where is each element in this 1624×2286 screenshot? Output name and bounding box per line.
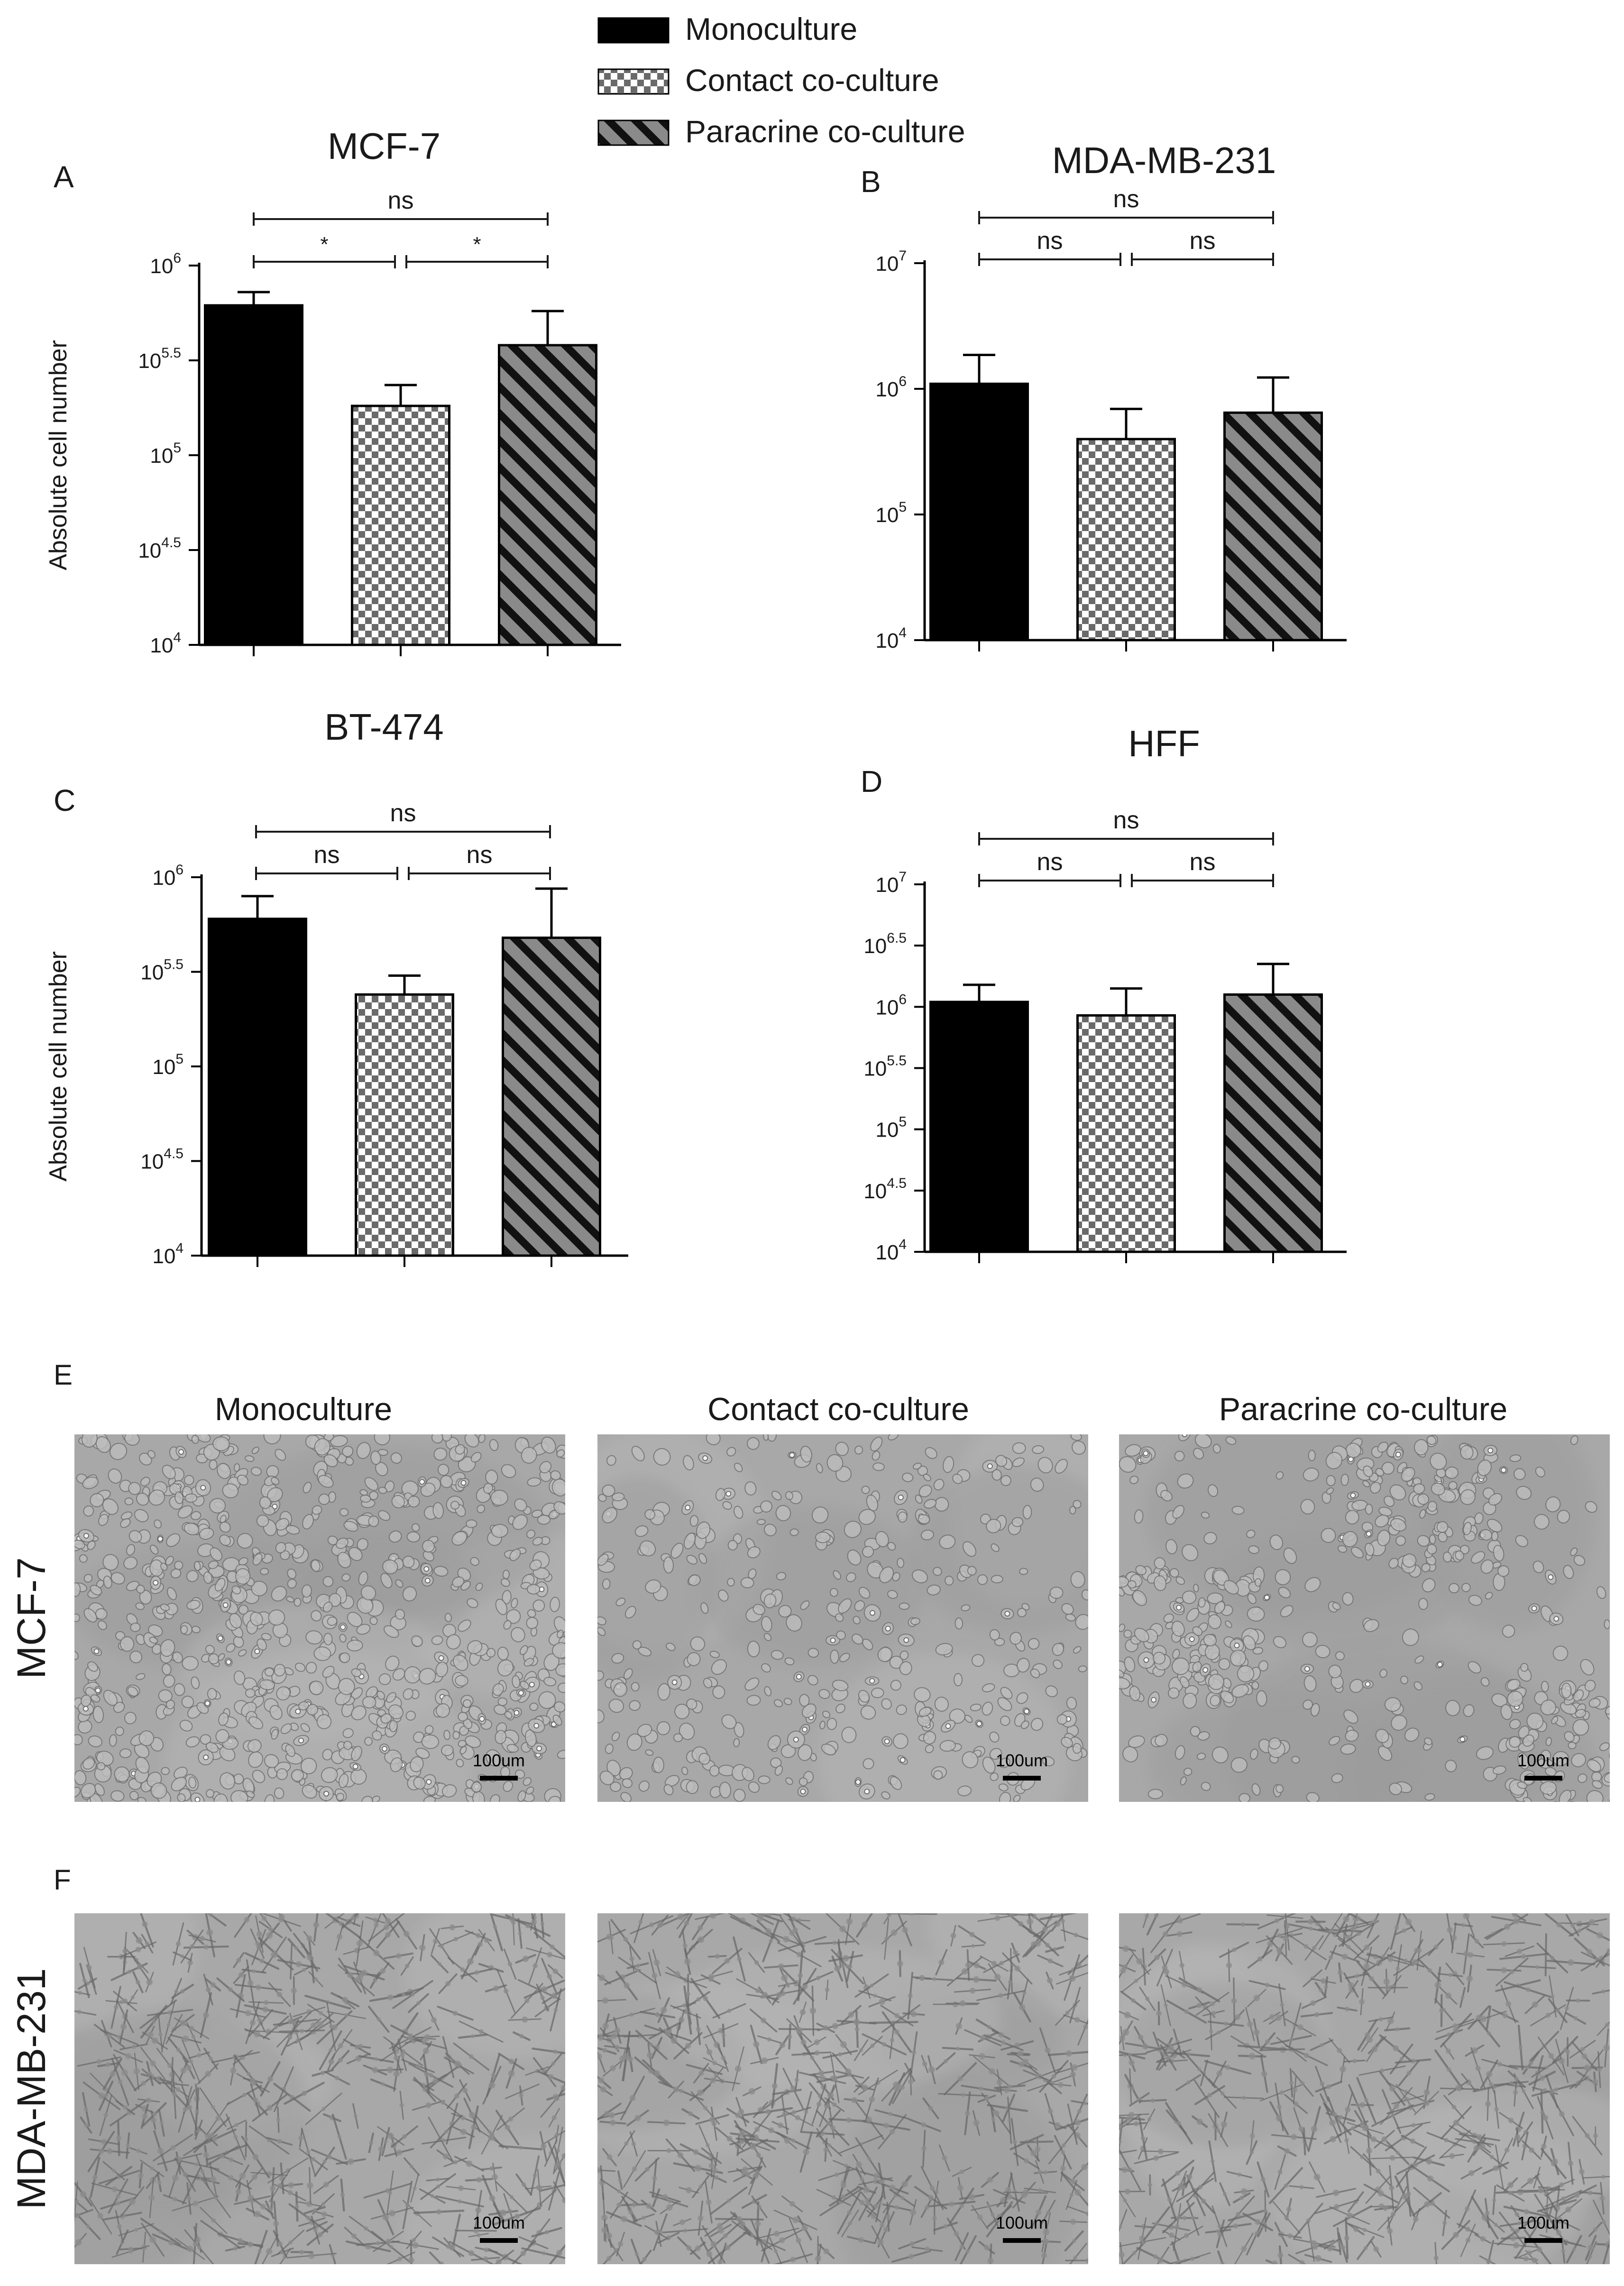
column-header-paracrine-co-culture: Paracrine co-culture [1219,1391,1507,1427]
y-tick-label: 105.5 [863,1053,907,1081]
significance-label: * [473,233,481,256]
y-tick-label: 104.5 [140,1146,184,1174]
scale-bar-label: 100um [996,1751,1048,1770]
y-tick-label: 105 [150,440,181,468]
y-tick-label: 105.5 [138,345,181,373]
panel-letter-d: D [861,764,882,799]
significance-label: * [320,233,328,256]
bar-paracrine-co-culture [1223,411,1323,642]
bar-monoculture [929,382,1029,642]
legend-label-monoculture: Monoculture [685,11,857,46]
scale-bar-label: 100um [473,2213,525,2232]
significance-label: ns [1113,807,1139,834]
chart-title-mcf-7: MCF-7 [328,125,440,167]
y-tick-label: 105.5 [140,957,184,984]
scale-bar [1524,2238,1562,2243]
micrograph-mda-mb-231-paracrine-co-culture: 100um [1119,1913,1610,2264]
bar-monoculture [208,918,307,1257]
y-axis-label: Absolute cell number [45,340,72,570]
significance-label: ns [390,799,416,827]
panel-letter-b: B [861,165,881,199]
micrograph-mcf-7-paracrine-co-culture: 100um [1119,1434,1610,1802]
chart-title-mda-mb-231: MDA-MB-231 [1052,139,1276,181]
column-header-monoculture: Monoculture [215,1391,392,1427]
significance-label: ns [1037,848,1063,876]
y-axis-label: Absolute cell number [45,951,72,1182]
chart-title-bt-474: BT-474 [324,706,443,748]
bar-contact-co-culture [1076,438,1176,642]
bar-charts: A MCF-7 Absolute cell number 104 104.5 105 105… [45,125,1347,1268]
chart-panel-d: D HFF 104 104.5 105 105.5 106 106.5 107 ns ns ns [861,723,1347,1264]
significance-label: ns [1037,227,1063,255]
bar-paracrine-co-culture [498,344,597,646]
scale-bar-label: 100um [1517,1751,1569,1770]
significance-label: ns [1190,848,1216,876]
y-tick-label: 105 [152,1051,184,1079]
y-tick-label: 107 [875,248,907,275]
y-tick-label: 104.5 [863,1175,907,1203]
bar-monoculture [204,304,303,646]
y-tick-label: 106 [150,250,181,278]
legend-swatch-paracrine-co-culture [597,119,670,146]
legend-swatch-contact-co-culture [597,68,670,95]
bar-contact-co-culture [355,993,454,1257]
y-tick-label: 106 [875,992,907,1019]
scale-bar [480,1776,518,1781]
legend-label-contact-co-culture: Contact co-culture [685,63,939,98]
significance-label: ns [1190,227,1216,255]
bar-monoculture [929,1001,1029,1253]
panel-letter-a: A [54,160,74,194]
chart-panel-b: B MDA-MB-231 104 105 106 107 ns ns ns [861,139,1347,652]
panel-letter-c: C [54,783,75,817]
y-tick-label: 104.5 [138,535,181,562]
significance-label: ns [388,187,414,214]
legend-swatch-monoculture [597,17,670,44]
micrograph-mcf-7-contact-co-culture: 100um [597,1434,1088,1802]
bar-contact-co-culture [351,404,450,646]
micrograph-mda-mb-231-monoculture: 100um [74,1913,565,2264]
y-tick-label: 104 [875,625,907,652]
row-label-mcf-7: MCF-7 [9,1557,54,1679]
y-tick-label: 107 [875,869,907,897]
y-tick-label: 105 [875,499,907,527]
y-tick-label: 106.5 [863,930,907,958]
chart-panel-a: A MCF-7 Absolute cell number 104 104.5 105 105… [45,125,621,657]
y-tick-label: 104 [150,630,181,657]
panel-letter-f: F [54,1864,71,1896]
scale-bar [1524,1776,1562,1781]
micrograph-panels: E F Monoculture Contact co-culture Paracrine… [9,1359,1610,2264]
row-label-mda-mb-231: MDA-MB-231 [9,1968,54,2210]
legend-label-paracrine-co-culture: Paracrine co-culture [685,114,965,149]
significance-label: ns [467,841,493,869]
scale-bar [1003,2238,1041,2243]
significance-label: ns [314,841,340,869]
bar-contact-co-culture [1076,1014,1176,1253]
bar-paracrine-co-culture [1223,993,1323,1253]
y-tick-label: 104 [875,1237,907,1264]
micrograph-mcf-7-monoculture: 100um [74,1434,565,1802]
y-tick-label: 106 [875,374,907,401]
y-tick-label: 105 [875,1114,907,1142]
panel-letter-e: E [54,1359,73,1391]
bar-paracrine-co-culture [502,936,601,1257]
chart-panel-c: C BT-474 Absolute cell number 104 104.5 105 10… [45,706,628,1268]
y-tick-label: 104 [152,1240,184,1268]
y-tick-label: 106 [152,862,184,890]
scale-bar-label: 100um [1517,2213,1569,2232]
micrograph-mda-mb-231-contact-co-culture: 100um [597,1913,1088,2264]
legend: Monoculture Contact co-culture Paracrine c… [597,11,965,149]
scale-bar [1003,1776,1041,1781]
scale-bar-label: 100um [473,1751,525,1770]
scale-bar [480,2238,518,2243]
scale-bar-label: 100um [996,2213,1048,2232]
chart-title-hff: HFF [1128,723,1200,764]
column-header-contact-co-culture: Contact co-culture [707,1391,969,1427]
significance-label: ns [1113,185,1139,213]
